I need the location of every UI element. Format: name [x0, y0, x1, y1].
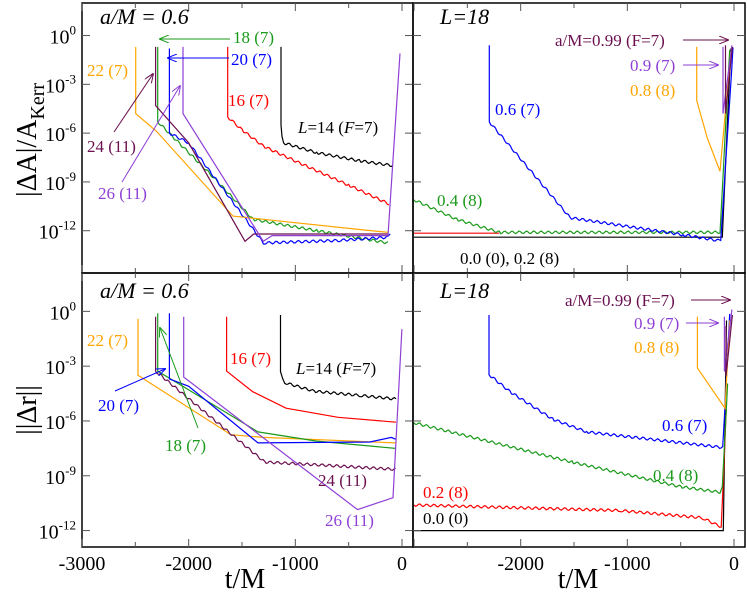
label-18-b: 18 (7) [165, 436, 206, 455]
series-line-a-M-0-99-F-7 [725, 314, 733, 377]
label-099-b: a/M=0.99 (F=7) [565, 291, 675, 310]
label-00-b: 0.0 (0) [423, 509, 468, 528]
label-26: 26 (11) [98, 184, 147, 203]
y-tick-label: 10-6 [45, 408, 76, 434]
series-line-26-11 [183, 316, 403, 511]
plot-area-top-right [413, 45, 734, 242]
series-line-18-7 [157, 46, 389, 245]
label-l14: L=14 (F=7) [297, 118, 378, 137]
label-06-b: 0.6 (7) [662, 416, 707, 435]
y-tick-label: 10-12 [39, 218, 76, 244]
axes-layer: 100 10-3 10-6 10-9 10-12 100 10-3 10-6 10-9 10-12… [39, 2, 746, 575]
label-20: 20 (7) [231, 50, 272, 69]
series-line-0-8-8 [696, 46, 732, 172]
arrow-26 [121, 86, 180, 183]
label-00-02: 0.0 (0), 0.2 (8) [460, 249, 559, 268]
series-line-0-0-0 [414, 48, 732, 238]
series-line-0-4-8 [413, 383, 729, 494]
label-22: 22 (7) [87, 61, 128, 80]
series-line-16-7 [226, 316, 397, 423]
series-line-26-11 [182, 46, 401, 243]
label-09-b: 0.9 (7) [634, 314, 679, 333]
series-line-0-9-7 [723, 309, 733, 372]
label-20-b: 20 (7) [98, 396, 139, 415]
series-line-18-7 [157, 313, 396, 449]
x-tick-label: 0 [397, 553, 407, 575]
label-16: 16 (7) [228, 91, 269, 110]
y-tick-label: 10-9 [45, 463, 76, 489]
label-18: 18 (7) [233, 28, 274, 47]
label-099: a/M=0.99 (F=7) [555, 31, 665, 50]
label-24: 24 (11) [87, 137, 136, 156]
plot-area-bottom-right [413, 309, 733, 532]
label-02-b: 0.2 (8) [423, 483, 468, 502]
series-line-20-7 [168, 313, 396, 444]
label-09: 0.9 (7) [630, 56, 675, 75]
series-line-0-2-8 [413, 401, 728, 529]
label-22-b: 22 (7) [87, 331, 128, 350]
x-tick-label: -1000 [272, 553, 319, 575]
label-04-b: 0.4 (8) [653, 466, 698, 485]
label-08: 0.8 (8) [630, 81, 675, 100]
plot-area-bottom-left [137, 313, 403, 511]
x-tick-label: -2000 [497, 553, 544, 575]
y-tick-label: 10-3 [45, 353, 76, 379]
series-line-a-M-0-99-F-7 [724, 45, 733, 114]
panel-title-bottom-left: a/M = 0.6 [100, 278, 189, 303]
y-axis-label-top: |ΔA|/AKerr [12, 83, 49, 197]
label-04: 0.4 (8) [437, 191, 482, 210]
label-16-b: 16 (7) [230, 349, 271, 368]
panel-frame-bottom-right [412, 272, 746, 548]
x-tick-label: -1000 [604, 553, 651, 575]
series-line-0-6-7 [488, 313, 731, 450]
label-26-b: 26 (11) [325, 511, 374, 530]
x-tick-label: -2000 [165, 553, 212, 575]
x-tick-label: 0 [729, 553, 739, 575]
series-line-0-6-7 [488, 45, 734, 242]
y-axis-label-bottom: ||Δr|| [12, 385, 43, 435]
arrow-18-b [160, 328, 199, 429]
y-tick-label: 10-12 [39, 518, 76, 544]
plot-area-top-left [135, 46, 401, 245]
series-line-0-9-7 [722, 45, 733, 114]
label-06: 0.6 (7) [495, 100, 540, 119]
series-line-24-11 [155, 46, 388, 243]
y-tick-label: 100 [50, 298, 77, 324]
arrow-24 [113, 74, 153, 133]
panel-title-top-left: a/M = 0.6 [100, 4, 189, 29]
y-tick-label: 10-9 [45, 169, 76, 195]
series-line-22-7 [137, 318, 396, 444]
x-tick-label: -3000 [59, 553, 106, 575]
series-line-24-11 [155, 316, 396, 471]
x-axis-label-right: t/M [558, 564, 599, 592]
y-tick-label: 100 [50, 23, 77, 49]
series-line-16-7 [227, 46, 390, 206]
label-24-b: 24 (11) [318, 471, 367, 490]
series-line-20-7 [168, 48, 391, 245]
series-line-22-7 [135, 46, 389, 233]
x-axis-label-left: t/M [225, 564, 266, 592]
panel-title-top-right: L=18 [439, 4, 489, 29]
panel-title-bottom-right: L=18 [439, 278, 489, 303]
series-line-L-14-F-7 [279, 315, 397, 401]
y-tick-label: 10-6 [45, 120, 76, 146]
series-line-L-14-F-7 [280, 46, 394, 168]
curves-layer [135, 45, 734, 532]
label-l14-b: L=14 (F=7) [295, 359, 376, 378]
label-08-b: 0.8 (8) [634, 338, 679, 357]
arrow-20-b [114, 369, 165, 392]
y-tick-label: 10-3 [45, 71, 76, 97]
